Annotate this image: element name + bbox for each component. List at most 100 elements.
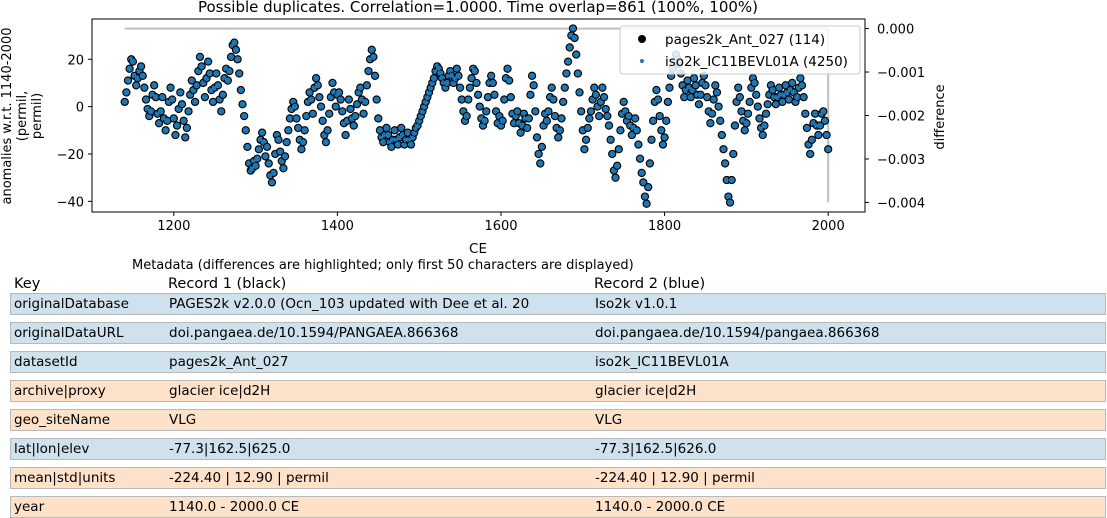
data-point-record-2 bbox=[294, 116, 299, 121]
data-point-record-2 bbox=[638, 157, 642, 161]
data-point-record-2 bbox=[304, 114, 308, 118]
data-point-record-2 bbox=[591, 97, 595, 102]
data-point-record-2 bbox=[734, 100, 739, 104]
data-point-record-2 bbox=[707, 109, 711, 113]
data-point-record-2 bbox=[523, 116, 528, 121]
data-point-record-2 bbox=[594, 93, 598, 97]
data-point-record-2 bbox=[335, 93, 339, 97]
data-point-record-2 bbox=[528, 93, 533, 97]
data-point-record-2 bbox=[234, 48, 238, 52]
data-point-record-2 bbox=[658, 114, 662, 118]
y-left-label-line: (permil, bbox=[15, 91, 30, 141]
data-point-record-2 bbox=[522, 112, 526, 116]
row-key: mean|std|units bbox=[14, 470, 116, 486]
data-point-record-2 bbox=[141, 74, 145, 78]
data-point-record-2 bbox=[352, 123, 356, 128]
data-point-record-2 bbox=[183, 135, 187, 140]
data-point-record-2 bbox=[820, 112, 824, 116]
data-point-record-2 bbox=[752, 81, 757, 85]
data-point-record-2 bbox=[577, 90, 582, 95]
data-point-record-2 bbox=[803, 112, 807, 116]
data-point-record-2 bbox=[255, 157, 259, 161]
data-point-record-2 bbox=[203, 95, 207, 99]
data-point-record-2 bbox=[334, 105, 338, 109]
metadata-row: originalDataURL doi.pangaea.de/10.1594/PA… bbox=[10, 322, 1106, 344]
data-point-record-2 bbox=[543, 112, 547, 116]
legend-label-series-1: pages2k_Ant_027 (114) bbox=[665, 32, 825, 48]
data-point-record-2 bbox=[196, 69, 200, 73]
data-point-record-2 bbox=[363, 100, 367, 104]
data-point-record-2 bbox=[664, 119, 668, 123]
data-point-record-2 bbox=[216, 83, 220, 87]
data-point-record-2 bbox=[546, 109, 551, 113]
data-point-record-2 bbox=[173, 133, 178, 137]
data-point-record-2 bbox=[680, 83, 685, 87]
data-point-record-2 bbox=[419, 114, 423, 118]
data-point-record-2 bbox=[728, 200, 732, 205]
data-point-record-2 bbox=[453, 76, 457, 80]
data-point-record-2 bbox=[654, 88, 659, 92]
data-point-record-2 bbox=[535, 135, 539, 140]
data-point-record-2 bbox=[563, 86, 567, 90]
data-point-record-2 bbox=[466, 97, 470, 102]
data-point-record-2 bbox=[383, 133, 387, 137]
data-point-record-2 bbox=[597, 114, 601, 118]
data-point-record-2 bbox=[412, 131, 416, 135]
data-point-record-2 bbox=[782, 93, 786, 97]
data-point-record-2 bbox=[456, 74, 461, 78]
data-point-record-2 bbox=[317, 95, 322, 99]
data-point-record-2 bbox=[306, 100, 310, 104]
data-point-record-2 bbox=[790, 81, 794, 85]
data-point-record-2 bbox=[702, 74, 706, 78]
row-key: year bbox=[14, 499, 45, 515]
data-point-record-2 bbox=[463, 119, 467, 123]
header-key: Key bbox=[14, 276, 41, 292]
metadata-row: datasetId pages2k_Ant_027 iso2k_IC11BEVL01… bbox=[10, 351, 1106, 373]
data-point-record-2 bbox=[527, 116, 531, 121]
data-point-record-2 bbox=[325, 128, 330, 132]
data-point-record-2 bbox=[422, 105, 426, 109]
data-point-record-2 bbox=[469, 76, 474, 80]
data-point-record-2 bbox=[132, 74, 137, 78]
data-point-record-2 bbox=[357, 90, 361, 95]
data-point-record-2 bbox=[332, 90, 336, 95]
data-point-record-2 bbox=[537, 152, 541, 156]
data-point-record-2 bbox=[810, 138, 814, 142]
data-point-record-2 bbox=[365, 83, 369, 87]
data-point-record-2 bbox=[644, 202, 649, 206]
data-point-record-2 bbox=[486, 95, 490, 99]
data-point-record-2 bbox=[756, 105, 760, 109]
data-point-record-2 bbox=[631, 126, 636, 130]
data-point-record-2 bbox=[265, 145, 269, 149]
data-point-record-2 bbox=[375, 97, 379, 102]
data-point-record-2 bbox=[788, 88, 793, 92]
data-point-record-2 bbox=[389, 145, 393, 149]
data-point-record-2 bbox=[438, 71, 443, 76]
data-point-record-2 bbox=[186, 109, 191, 113]
metadata-row: geo_siteName VLG VLG bbox=[10, 409, 1106, 431]
data-point-record-2 bbox=[190, 78, 194, 83]
data-point-record-2 bbox=[361, 112, 366, 116]
data-point-record-2 bbox=[628, 123, 632, 128]
data-point-record-2 bbox=[208, 71, 212, 76]
data-point-record-2 bbox=[167, 100, 171, 104]
data-point-record-2 bbox=[260, 131, 264, 135]
data-point-record-2 bbox=[581, 128, 585, 132]
data-point-record-2 bbox=[766, 102, 770, 106]
data-point-record-2 bbox=[388, 140, 392, 144]
data-point-record-2 bbox=[545, 119, 549, 123]
data-point-record-2 bbox=[816, 133, 820, 137]
data-point-record-2 bbox=[633, 116, 637, 121]
y-left-label-line: permil) bbox=[30, 93, 45, 139]
data-point-record-2 bbox=[155, 112, 160, 116]
data-point-record-2 bbox=[787, 97, 791, 102]
data-point-record-2 bbox=[316, 83, 320, 87]
data-point-record-2 bbox=[396, 142, 400, 147]
data-point-record-2 bbox=[510, 112, 515, 116]
data-point-record-2 bbox=[177, 107, 181, 111]
x-tick-label: 1400 bbox=[321, 219, 354, 234]
row-record-1: 1140.0 - 2000.0 CE bbox=[169, 499, 300, 515]
series-blue-points bbox=[123, 26, 830, 206]
data-point-record-2 bbox=[769, 83, 773, 87]
y-right-tick-label: −0.001 bbox=[877, 66, 925, 81]
